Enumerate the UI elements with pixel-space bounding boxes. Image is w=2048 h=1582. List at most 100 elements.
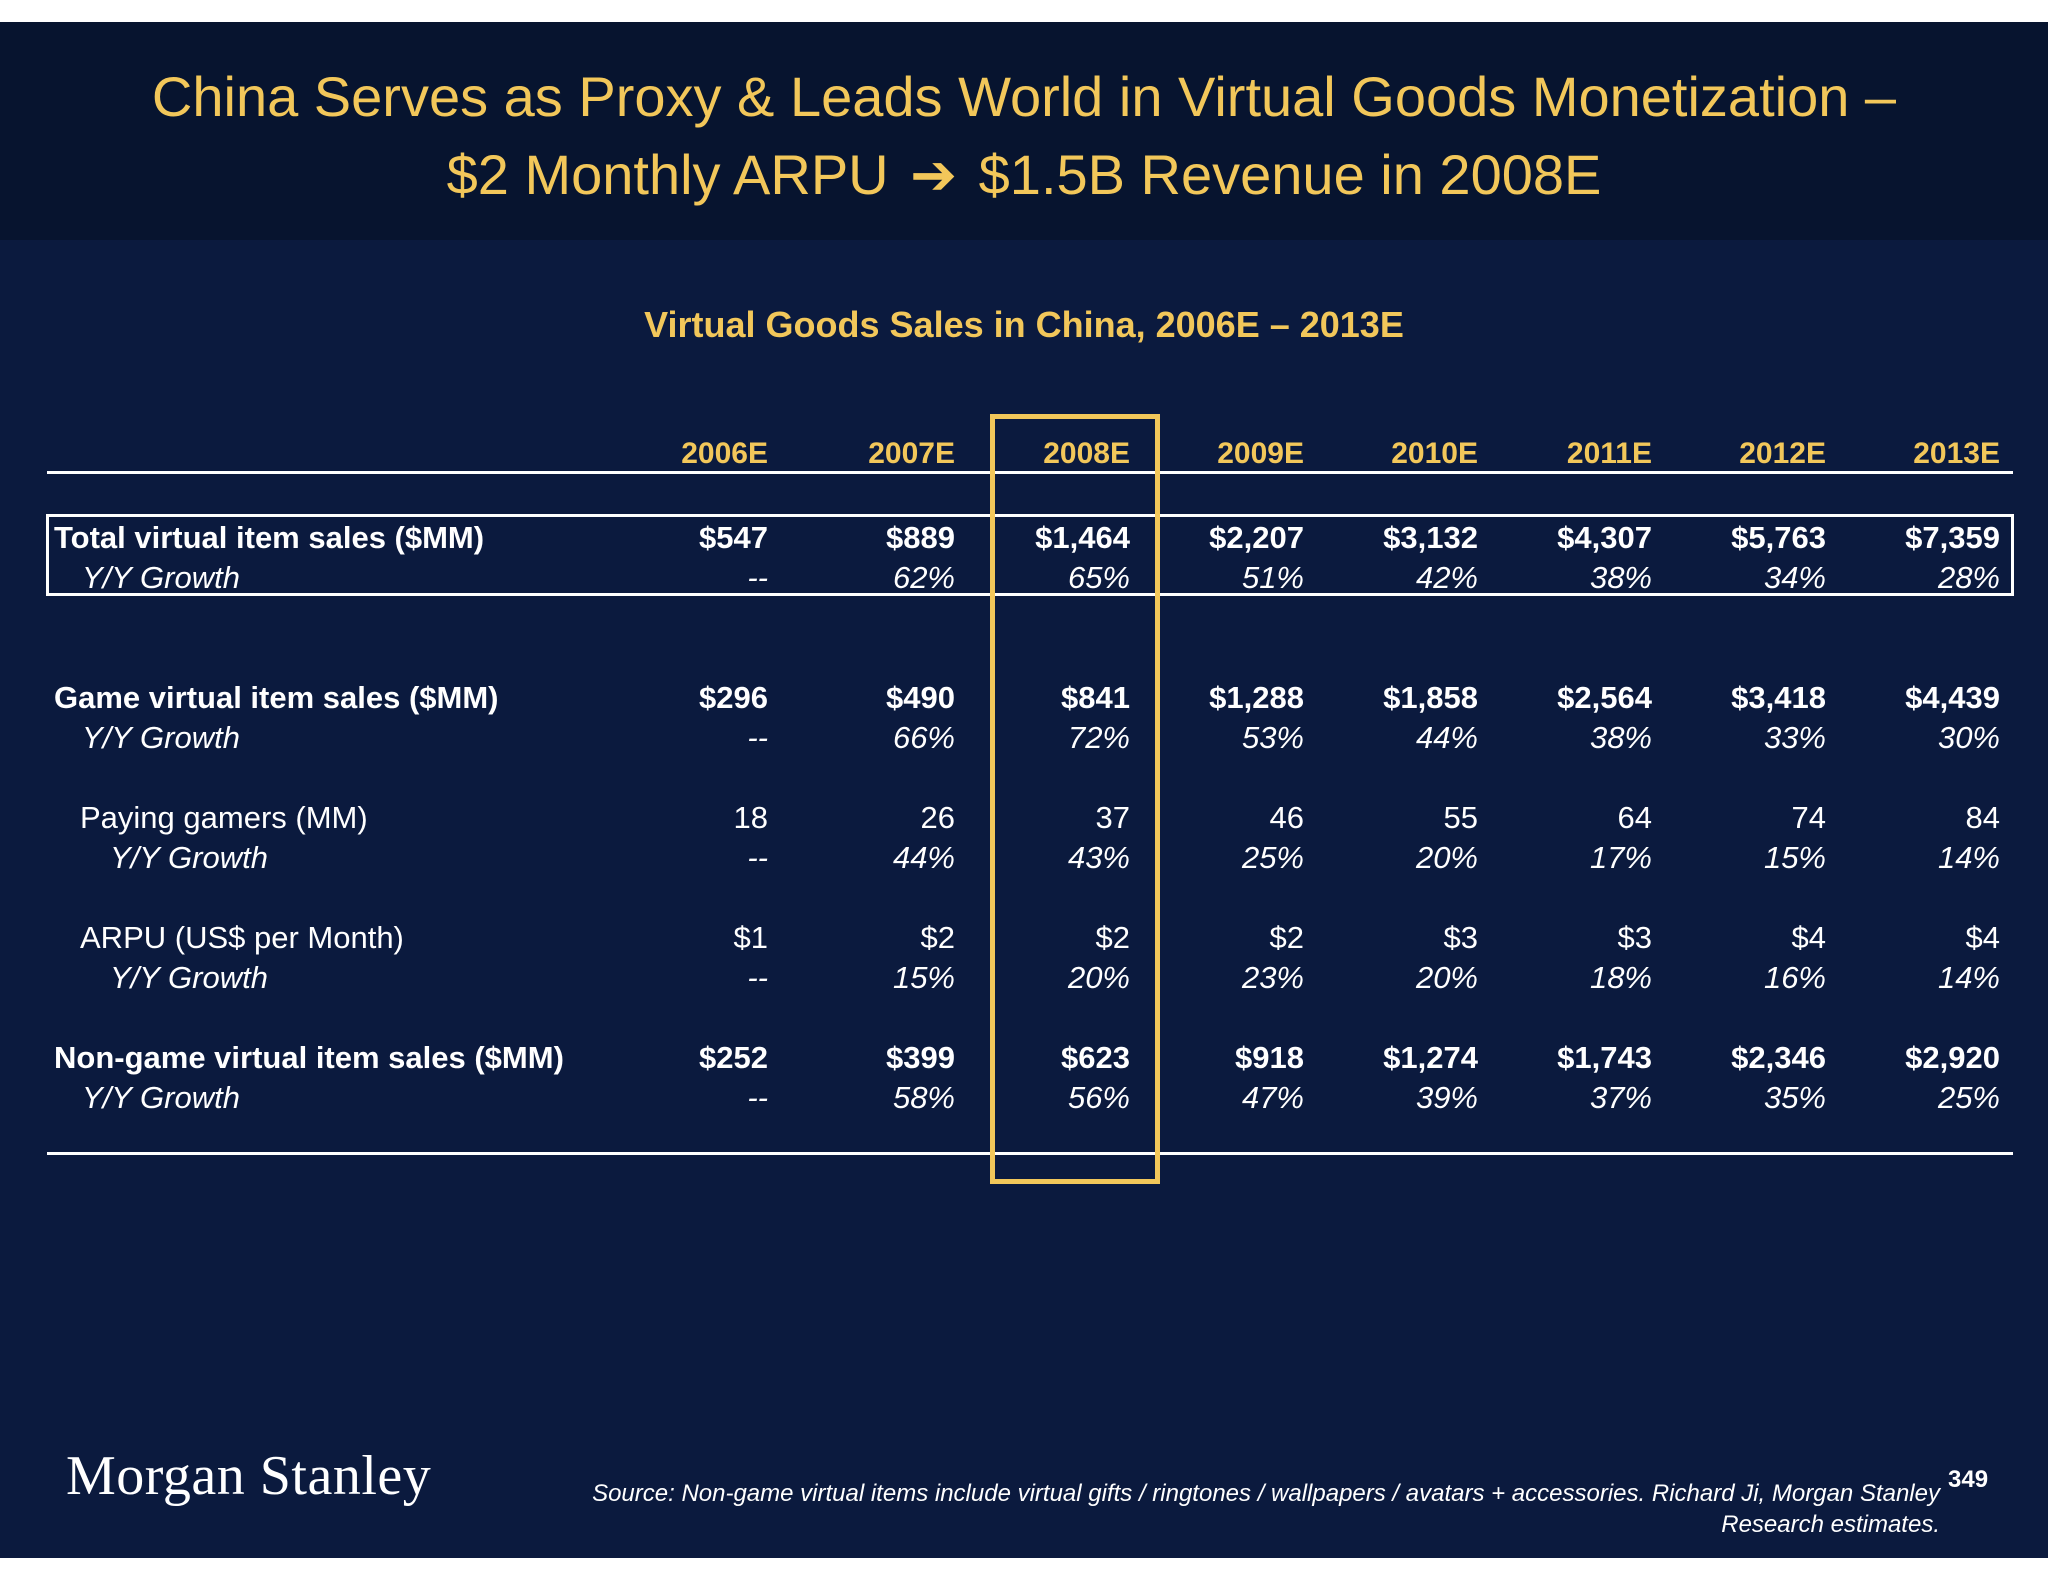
table-cell: 34%	[1763, 560, 1826, 595]
table-cell: $1	[733, 920, 768, 955]
table-cell: 15%	[1763, 840, 1826, 875]
table-cell: $1,274	[1383, 1040, 1478, 1075]
header-band	[0, 22, 2048, 240]
table-cell: 46	[1269, 800, 1304, 835]
table-cell: $1,858	[1383, 680, 1478, 715]
table-cell: 65%	[1067, 560, 1130, 595]
title-line-1: China Serves as Proxy & Leads World in V…	[151, 65, 1897, 128]
table-cell: $547	[699, 520, 768, 555]
table-cell: 20%	[1415, 840, 1478, 875]
morgan-stanley-logo: Morgan Stanley	[66, 1445, 432, 1507]
table-cell: $4	[1965, 920, 2000, 955]
year-header: 2013E	[1913, 437, 2000, 470]
table-cell: $3,132	[1383, 520, 1478, 555]
table-cell: 56%	[1067, 1080, 1130, 1115]
table-cell: 25%	[1937, 1080, 2000, 1115]
table-cell: $5,763	[1731, 520, 1826, 555]
table-row: Non-game virtual item sales ($MM) $252 $39…	[0, 1038, 2048, 1078]
table-row: Paying gamers (MM) 18 26 37 46 55 64 74 84	[0, 798, 2048, 838]
table-cell: 37	[1095, 800, 1130, 835]
table-cell: 35%	[1763, 1080, 1826, 1115]
table-cell: 53%	[1241, 720, 1304, 755]
table-cell: 44%	[892, 840, 955, 875]
table-cell: 37%	[1589, 1080, 1652, 1115]
row-label: Y/Y Growth	[110, 840, 268, 875]
source-note: Source: Non-game virtual items include v…	[420, 1478, 1940, 1540]
table-cell: 14%	[1937, 960, 2000, 995]
table-cell: --	[747, 1080, 768, 1115]
row-label: Y/Y Growth	[82, 560, 240, 595]
table-cell: 20%	[1067, 960, 1130, 995]
year-header-row: 2006E 2007E 2008E 2009E 2010E 2011E 2012E 2013E	[0, 434, 2048, 474]
table-cell: --	[747, 560, 768, 595]
table-cell: $3	[1443, 920, 1478, 955]
table-cell: 23%	[1241, 960, 1304, 995]
table-cell: $2,207	[1209, 520, 1304, 555]
table-cell: $4,307	[1557, 520, 1652, 555]
table-cell: $399	[886, 1040, 955, 1075]
table-cell: 26	[920, 800, 955, 835]
table-cell: $2	[920, 920, 955, 955]
table-cell: $2	[1095, 920, 1130, 955]
total-row-box	[46, 514, 2014, 596]
table-cell: $4	[1791, 920, 1826, 955]
slide-title: China Serves as Proxy & Leads World in V…	[0, 58, 2048, 214]
table-cell: 51%	[1241, 560, 1304, 595]
year-header: 2012E	[1739, 437, 1826, 470]
row-label: Y/Y Growth	[82, 720, 240, 755]
table-row: Y/Y Growth -- 44% 43% 25% 20% 17% 15% 14%	[0, 838, 2048, 878]
year-header: 2011E	[1566, 437, 1652, 470]
table-cell: 55	[1443, 800, 1478, 835]
table-title: Virtual Goods Sales in China, 2006E – 20…	[644, 304, 1404, 345]
slide: China Serves as Proxy & Leads World in V…	[0, 22, 2048, 1558]
row-label: Paying gamers (MM)	[80, 800, 368, 835]
table-cell: 44%	[1415, 720, 1478, 755]
table-cell: $3	[1617, 920, 1652, 955]
table-cell: --	[747, 840, 768, 875]
table-cell: $296	[699, 680, 768, 715]
table-cell: 62%	[892, 560, 955, 595]
title-line-2-start: $2 Monthly ARPU	[446, 143, 889, 206]
bottom-rule	[47, 1152, 2013, 1155]
row-label: Game virtual item sales ($MM)	[54, 680, 499, 715]
row-label: ARPU (US$ per Month)	[80, 920, 404, 955]
page-number: 349	[1948, 1466, 1989, 1493]
title-line-2: $2 Monthly ARPU ➔ $1.5B Revenue in 2008E	[0, 136, 2048, 214]
table-cell: 38%	[1589, 720, 1652, 755]
table-cell: 18%	[1589, 960, 1652, 995]
table-cell: 33%	[1763, 720, 1826, 755]
arrow-right-icon: ➔	[910, 143, 958, 206]
table-cell: $1,464	[1035, 520, 1130, 555]
table-cell: $2,564	[1557, 680, 1652, 715]
table-cell: $490	[886, 680, 955, 715]
table-row: ARPU (US$ per Month) $1 $2 $2 $2 $3 $3 $4 $4	[0, 918, 2048, 958]
table-cell: 64	[1617, 800, 1652, 835]
table-cell: $841	[1061, 680, 1130, 715]
table-cell: 38%	[1589, 560, 1652, 595]
table-cell: 18	[733, 800, 768, 835]
table-cell: --	[747, 720, 768, 755]
table-cell: $4,439	[1905, 680, 2000, 715]
table-cell: 84	[1965, 800, 2000, 835]
source-line-2: Research estimates.	[1721, 1511, 1940, 1538]
table-row: Total virtual item sales ($MM) $547 $889 $1…	[0, 518, 2048, 558]
table-row: Y/Y Growth -- 58% 56% 47% 39% 37% 35% 25%	[0, 1078, 2048, 1118]
table-row: Game virtual item sales ($MM) $296 $490 $84…	[0, 678, 2048, 718]
row-label: Y/Y Growth	[82, 1080, 240, 1115]
table-cell: 28%	[1937, 560, 2000, 595]
table-cell: 58%	[892, 1080, 955, 1115]
table-row: Y/Y Growth -- 62% 65% 51% 42% 38% 34% 28%	[0, 558, 2048, 598]
year-header: 2006E	[681, 437, 768, 470]
table-cell: --	[747, 960, 768, 995]
table-cell: 43%	[1067, 840, 1130, 875]
table-row: Y/Y Growth -- 15% 20% 23% 20% 18% 16% 14%	[0, 958, 2048, 998]
title-line-2-end: $1.5B Revenue in 2008E	[978, 143, 1602, 206]
table-cell: $623	[1061, 1040, 1130, 1075]
highlight-2008e-column	[990, 414, 1160, 1184]
table-cell: 20%	[1415, 960, 1478, 995]
row-label: Y/Y Growth	[110, 960, 268, 995]
table-cell: $2,920	[1905, 1040, 2000, 1075]
table-cell: 15%	[892, 960, 955, 995]
table-cell: $1,743	[1557, 1040, 1652, 1075]
table-row: Y/Y Growth -- 66% 72% 53% 44% 38% 33% 30%	[0, 718, 2048, 758]
